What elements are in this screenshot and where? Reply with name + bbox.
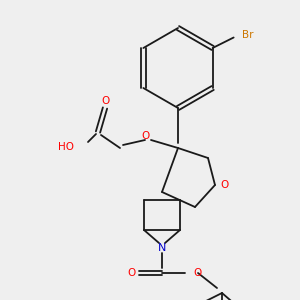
Text: O: O (220, 180, 228, 190)
Text: Br: Br (242, 30, 253, 40)
Text: O: O (142, 131, 150, 141)
Text: O: O (101, 96, 109, 106)
Text: O: O (127, 268, 135, 278)
Text: O: O (193, 268, 201, 278)
Text: HO: HO (58, 142, 74, 152)
Text: N: N (158, 243, 166, 253)
